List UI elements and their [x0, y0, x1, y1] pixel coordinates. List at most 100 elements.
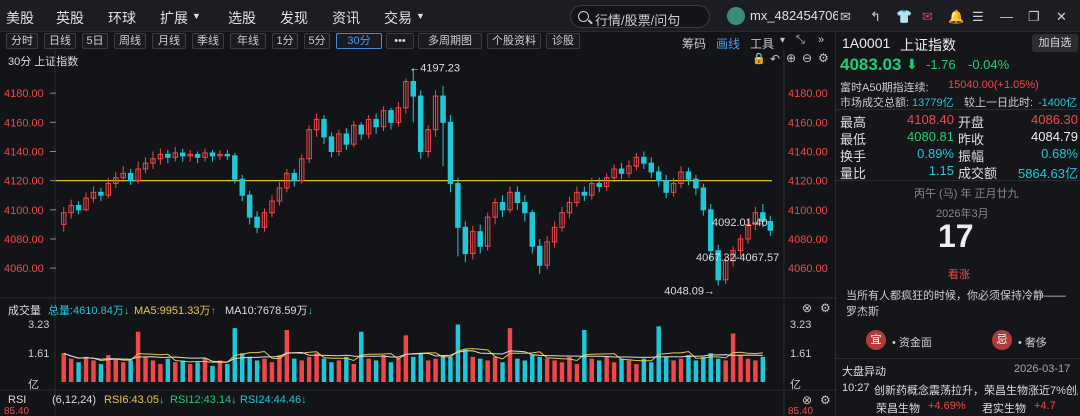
- bell-icon[interactable]: 🔔: [948, 9, 965, 24]
- username[interactable]: mx_482454706: [750, 8, 838, 23]
- menu-item[interactable]: 选股: [228, 10, 256, 26]
- volume-bar: [440, 355, 446, 382]
- candle-body: [254, 216, 260, 228]
- period-button[interactable]: 周线: [114, 33, 146, 49]
- turnover-label: 市场成交总额:: [840, 97, 910, 109]
- back-icon[interactable]: ↰: [870, 9, 881, 24]
- volume-bar: [403, 335, 409, 382]
- diagnose-button[interactable]: 诊股: [546, 33, 580, 49]
- volume-bar: [173, 362, 178, 382]
- candle-body: [685, 171, 692, 180]
- period-button[interactable]: 日线: [44, 33, 76, 49]
- volume-bar: [671, 360, 676, 382]
- lock-icon[interactable]: 🔒: [752, 53, 766, 65]
- chevron-down-icon: ▼: [192, 11, 201, 21]
- multi-period-button[interactable]: 多周期图: [418, 33, 482, 49]
- close-icon[interactable]: ✕: [1056, 9, 1067, 24]
- chevron-down-icon: ▾: [780, 35, 786, 46]
- stat-label: 开盘: [958, 115, 985, 130]
- candle-body: [68, 204, 74, 214]
- period-button[interactable]: 季线: [192, 33, 224, 49]
- volume-bar: [425, 360, 431, 382]
- candle-body: [536, 245, 543, 266]
- restore-icon[interactable]: ❐: [1028, 9, 1040, 24]
- volume-bar: [381, 355, 386, 382]
- zoom-in-icon[interactable]: ⊕: [786, 51, 797, 65]
- menu-item[interactable]: 环球: [108, 10, 136, 26]
- news-stock2-name[interactable]: 君实生物: [982, 403, 1026, 415]
- menu-item[interactable]: 发现: [280, 10, 308, 26]
- period-button[interactable]: 5日: [82, 33, 108, 49]
- price-change-pct: -0.04%: [968, 57, 1010, 72]
- news-title[interactable]: 大盘异动: [842, 366, 886, 378]
- menu-item[interactable]: 交易: [384, 10, 412, 26]
- candle-body: [343, 133, 350, 145]
- news-text[interactable]: 创新药概念震荡拉升，荣昌生物涨近7%创历史: [874, 385, 1078, 397]
- period-button[interactable]: 5分: [304, 33, 330, 49]
- close-rsi-icon[interactable]: ⊗: [802, 393, 813, 407]
- period-button[interactable]: 月线: [152, 33, 186, 49]
- period-button[interactable]: 分时: [6, 33, 38, 49]
- candle-body: [321, 118, 327, 138]
- volume-bar: [254, 360, 260, 382]
- shirt-icon[interactable]: 👕: [896, 9, 913, 24]
- volume-bar: [329, 362, 334, 382]
- chips-tab[interactable]: 筹码: [682, 37, 707, 51]
- current-price: 4083.03: [840, 55, 902, 74]
- undo-icon[interactable]: ↶: [770, 52, 781, 66]
- volume-bar: [217, 360, 223, 382]
- candle-body: [187, 153, 193, 157]
- tools-menu[interactable]: 工具: [750, 37, 775, 51]
- candle-body: [105, 183, 112, 196]
- candle-body: [440, 95, 446, 123]
- volume-settings-icon[interactable]: ⚙: [820, 301, 831, 315]
- y-tick-label-left: 4080.00: [4, 234, 44, 246]
- y-tick-label-left: 4180.00: [4, 88, 44, 100]
- candle-body: [98, 191, 104, 196]
- search-input[interactable]: 行情/股票/问句: [595, 13, 681, 28]
- chart-area[interactable]: 30分 上证指数 🔒 ↶ ⊕ ⊖ ⚙ 4180.00 4180.00 4160.00…: [0, 50, 835, 416]
- expand-icon[interactable]: »: [818, 34, 825, 46]
- candle-body: [157, 153, 164, 160]
- vol-tick-right: 3.23: [790, 319, 811, 331]
- close-volume-icon[interactable]: ⊗: [802, 301, 813, 315]
- volume-bar: [83, 356, 89, 382]
- volume-bar: [537, 356, 542, 382]
- draw-tab[interactable]: 画线: [716, 37, 741, 51]
- mail-icon[interactable]: ✉: [922, 9, 933, 24]
- candle-body: [388, 110, 394, 123]
- collapse-icon[interactable]: ⤡: [796, 34, 805, 46]
- vol-tick-left: 亿: [28, 378, 39, 391]
- candle-body: [477, 231, 483, 247]
- candle-body: [239, 178, 245, 196]
- stat-value: 4086.30: [1031, 112, 1078, 127]
- menu-item[interactable]: 扩展: [160, 10, 188, 26]
- volume-bar: [567, 356, 572, 382]
- zoom-out-icon[interactable]: ⊖: [802, 51, 813, 65]
- search-box[interactable]: 行情/股票/问句: [570, 5, 710, 28]
- menu-item[interactable]: 英股: [56, 10, 84, 26]
- minimize-icon[interactable]: —: [1000, 9, 1013, 24]
- ji-badge: 忌: [992, 330, 1012, 350]
- more-button[interactable]: •••: [386, 33, 414, 49]
- news-stock1-name[interactable]: 荣昌生物: [876, 403, 920, 415]
- stock-info-button[interactable]: 个股资料: [487, 33, 541, 49]
- kline-chart[interactable]: 4180.00 4180.00 4160.00 4160.00 4140.00 4140.…: [0, 50, 835, 416]
- menu-item[interactable]: 美股: [6, 10, 34, 26]
- menu-item[interactable]: 资讯: [332, 10, 360, 26]
- candle-body: [447, 121, 454, 185]
- volume-bar: [723, 360, 728, 382]
- settings-icon[interactable]: ⚙: [818, 51, 829, 65]
- message-icon[interactable]: ✉: [840, 9, 851, 24]
- add-watchlist-button[interactable]: 加自选: [1032, 34, 1078, 52]
- candle-body: [737, 238, 744, 252]
- period-button[interactable]: 1分: [272, 33, 298, 49]
- candle-body: [209, 152, 216, 157]
- period-button[interactable]: 30分: [336, 33, 382, 49]
- avatar[interactable]: [727, 7, 745, 25]
- menu-icon[interactable]: ☰: [972, 9, 984, 24]
- candle-body: [150, 158, 156, 164]
- period-button[interactable]: 年线: [230, 33, 266, 49]
- rsi-settings-icon[interactable]: ⚙: [820, 393, 831, 407]
- y-tick-label-left: 4160.00: [4, 117, 44, 129]
